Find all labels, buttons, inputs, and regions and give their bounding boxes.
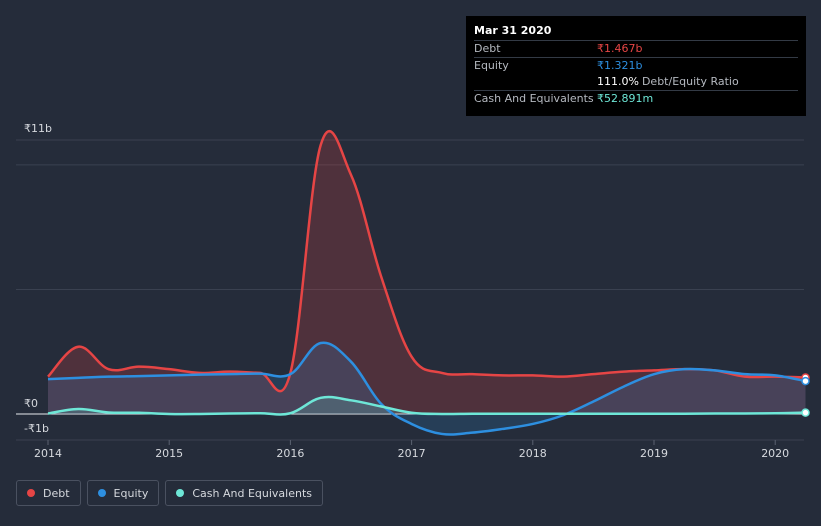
- tooltip-cash-label: Cash And Equivalents: [474, 92, 594, 105]
- cash-dot-icon: [176, 489, 185, 497]
- y-tick-label-zero: ₹0: [24, 397, 38, 410]
- chart-legend: Debt Equity Cash And Equivalents: [16, 480, 323, 506]
- x-tick-label-2014: 2014: [34, 447, 62, 460]
- tooltip-ratio-value: 111.0% Debt/Equity Ratio: [597, 74, 739, 90]
- equity-end-marker: [801, 376, 810, 386]
- legend-item-debt[interactable]: Debt: [16, 480, 81, 506]
- cash-and-equivalents-end-marker: [801, 408, 810, 417]
- equity-area: [48, 342, 806, 435]
- tooltip-debt-row: Debt ₹1.467b: [474, 40, 798, 57]
- x-tick-label-2018: 2018: [519, 447, 547, 460]
- debt-area: [48, 131, 806, 414]
- tooltip-equity-value: ₹1.321b: [597, 59, 643, 72]
- tooltip-ratio-row: 111.0% Debt/Equity Ratio: [474, 74, 798, 90]
- equity-dot-icon: [97, 489, 106, 497]
- series-lines: [47, 129, 806, 436]
- cash-and-equivalents-line: [47, 395, 806, 416]
- end-markers: [801, 373, 810, 417]
- tooltip-ratio-label: Debt/Equity Ratio: [641, 75, 739, 88]
- x-tick-label-2020: 2020: [761, 447, 789, 460]
- tooltip-debt-label: Debt: [474, 42, 501, 55]
- debt-dot-icon: [27, 489, 35, 497]
- tooltip-ratio-spacer: [474, 74, 597, 90]
- x-tick-label-2017: 2017: [398, 447, 426, 460]
- tooltip-debt-value: ₹1.467b: [597, 42, 643, 55]
- tooltip-equity-label: Equity: [474, 59, 509, 72]
- tooltip-ratio-number: 111.0%: [597, 75, 639, 88]
- x-tick-label-2015: 2015: [155, 447, 183, 460]
- equity-line: [47, 341, 806, 436]
- legend-equity-label: Equity: [113, 486, 149, 500]
- legend-item-equity[interactable]: Equity: [86, 480, 160, 506]
- legend-debt-label: Debt: [43, 486, 70, 500]
- x-tick-label-2016: 2016: [276, 447, 304, 460]
- y-tick-label-min: -₹1b: [24, 422, 49, 435]
- tooltip-cash-value: ₹52.891m: [597, 92, 654, 105]
- tooltip-date: Mar 31 2020: [474, 24, 552, 37]
- legend-item-cash[interactable]: Cash And Equivalents: [165, 480, 323, 506]
- series-areas: [48, 131, 806, 435]
- tooltip-equity-row: Equity ₹1.321b: [474, 57, 798, 74]
- x-tick-label-2019: 2019: [640, 447, 668, 460]
- tooltip-cash-row: Cash And Equivalents ₹52.891m: [474, 90, 798, 107]
- debt-line: [47, 129, 806, 393]
- legend-cash-label: Cash And Equivalents: [192, 486, 312, 500]
- x-axis: 2014 2015 2016 2017 2018 2019 2020: [34, 440, 789, 460]
- data-tooltip: Mar 31 2020 Debt ₹1.467b Equity ₹1.321b …: [466, 16, 806, 116]
- y-tick-label-max: ₹11b: [24, 122, 52, 135]
